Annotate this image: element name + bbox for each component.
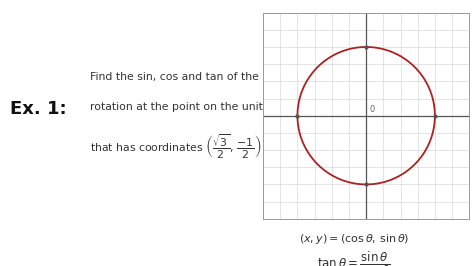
- Text: rotation at the point on the unit circle: rotation at the point on the unit circle: [91, 102, 296, 113]
- Text: 0: 0: [370, 105, 375, 114]
- Text: that has coordinates $\left(\dfrac{\sqrt{3}}{2},\,\dfrac{-1}{2}\right)$: that has coordinates $\left(\dfrac{\sqrt…: [91, 133, 262, 161]
- Text: Find the sin, cos and tan of the angle of: Find the sin, cos and tan of the angle o…: [91, 72, 307, 82]
- Text: Ex. 1:: Ex. 1:: [10, 100, 66, 118]
- Text: $(x, y) = (\cos\theta,\, \sin\theta)$: $(x, y) = (\cos\theta,\, \sin\theta)$: [299, 232, 410, 246]
- Text: $\tan\theta = \dfrac{\sin\theta}{\cos\theta}$: $\tan\theta = \dfrac{\sin\theta}{\cos\th…: [318, 250, 391, 266]
